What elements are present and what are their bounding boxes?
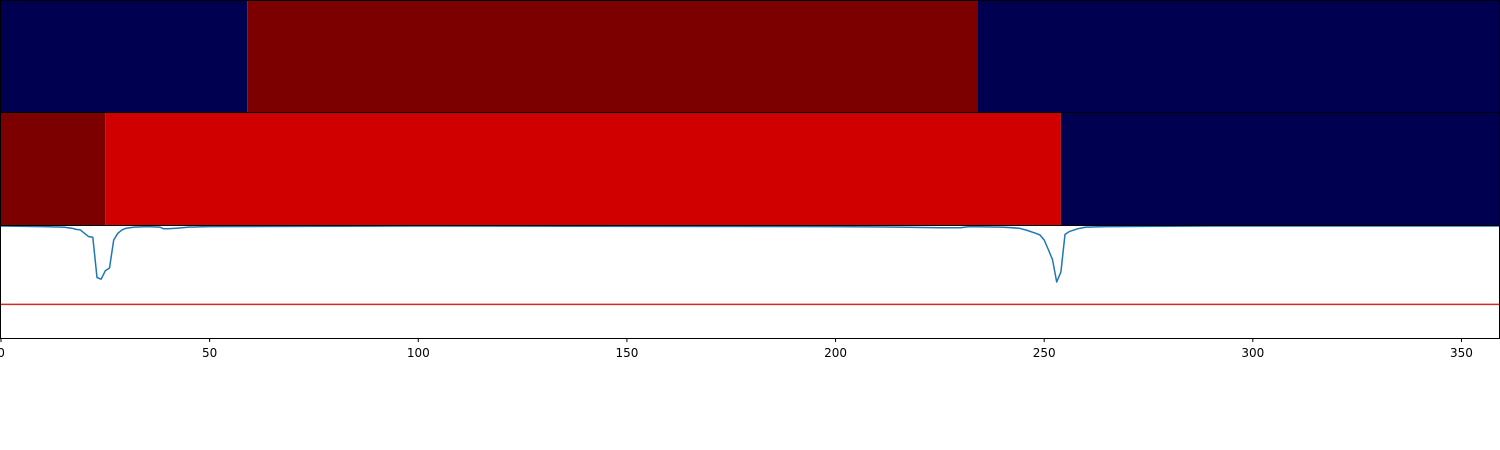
heatmap-segment-1 (1, 1, 248, 112)
x-tick-label: 50 (202, 346, 217, 360)
heatmap-segment-2 (247, 1, 978, 112)
x-tick-label: 0 (0, 346, 5, 360)
x-tick-label: 300 (1241, 346, 1264, 360)
x-tick-label: 150 (615, 346, 638, 360)
heatmap-segment-3 (977, 1, 1499, 112)
line-panel-bottom (0, 225, 1500, 339)
x-tick-label: 350 (1450, 346, 1473, 360)
heatmap-segment-2 (105, 113, 1061, 225)
signal-line (1, 226, 1499, 283)
x-tick-label: 200 (824, 346, 847, 360)
heatmap-panel-top (0, 0, 1500, 113)
heatmap-segment-1 (1, 113, 106, 225)
x-axis: 0 50 100 150 200 250 300 350 (0, 338, 1473, 360)
x-tick-label: 100 (407, 346, 430, 360)
panel-frame (0, 225, 1500, 339)
heatmap-panel-middle (0, 112, 1500, 226)
heatmap-segment-3 (1060, 113, 1499, 225)
line-series-group (1, 226, 1499, 306)
x-tick-label: 250 (1033, 346, 1056, 360)
